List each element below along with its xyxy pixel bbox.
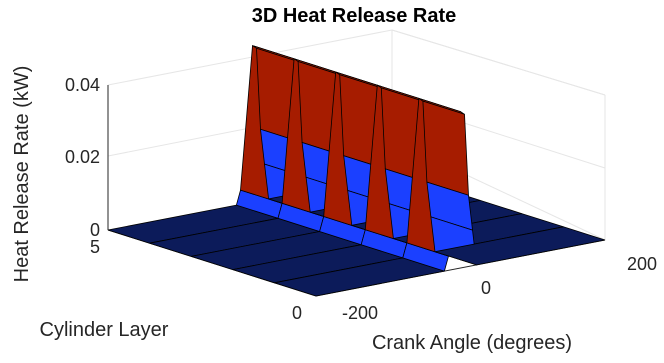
y-tick-label-5: 5 bbox=[90, 237, 100, 257]
heat-release-surface bbox=[107, 45, 606, 297]
z-tick-label-004: 0.04 bbox=[65, 75, 100, 95]
x-tick-label-0: 0 bbox=[481, 278, 491, 298]
x-tick-labels: -200 0 200 bbox=[342, 254, 657, 323]
z-tick-label-0: 0 bbox=[90, 220, 100, 240]
z-tick-labels: 0 0.02 0.04 bbox=[65, 75, 100, 240]
surface-facet bbox=[434, 226, 606, 266]
x-axis-label: Crank Angle (degrees) bbox=[372, 332, 572, 354]
chart-title: 3D Heat Release Rate bbox=[252, 5, 457, 27]
z-axis-label: Heat Release Rate (kW) bbox=[11, 66, 33, 283]
grid-z-004-right bbox=[391, 29, 606, 96]
y-tick-labels: 5 0 bbox=[90, 237, 302, 323]
back-top-edge bbox=[107, 29, 393, 86]
surface-facet bbox=[422, 100, 469, 196]
y-tick-label-0: 0 bbox=[292, 303, 302, 323]
y-axis-label: Cylinder Layer bbox=[40, 319, 169, 341]
z-tick-label-002: 0.02 bbox=[65, 147, 100, 167]
x-tick-label-200: 200 bbox=[627, 254, 657, 274]
x-tick-label-neg200: -200 bbox=[342, 303, 378, 323]
